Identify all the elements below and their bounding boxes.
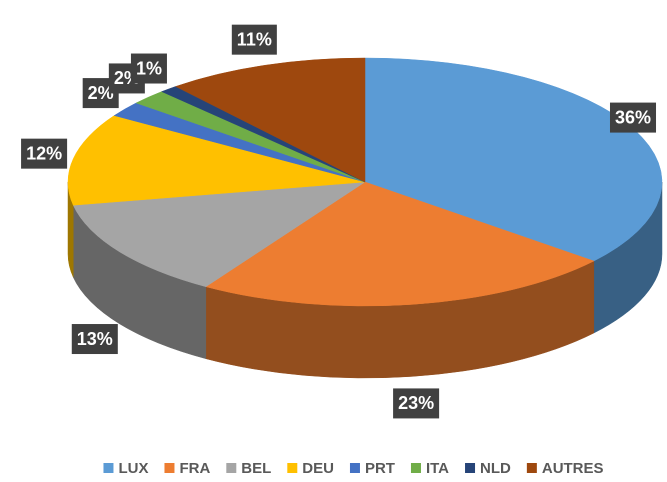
legend-marker [164, 463, 175, 473]
legend-marker [465, 463, 476, 473]
data-label-box [393, 388, 440, 419]
legend-marker [103, 463, 114, 473]
legend-marker [287, 463, 298, 473]
legend-label: FRA [179, 460, 210, 477]
data-label: 13% [71, 324, 118, 355]
legend-marker [410, 463, 421, 473]
legend-label: AUTRES [542, 460, 604, 477]
legend: LUX FRA BEL DEU PRT ITA NLD AUTRES [103, 460, 604, 477]
data-label-text: 11% [237, 29, 272, 49]
data-label-text: 23% [398, 393, 434, 413]
legend-label: ITA [426, 460, 449, 477]
data-label-box [130, 53, 167, 84]
data-label-text: 12% [26, 143, 62, 163]
legend-label: DEU [302, 460, 334, 477]
data-label-text: 36% [615, 107, 651, 127]
data-label: 1% [130, 53, 167, 84]
data-label-text: 13% [77, 329, 113, 349]
data-label: 12% [21, 138, 68, 169]
legend-label: PRT [365, 460, 395, 477]
slice [205, 181, 595, 307]
data-label: 36% [609, 102, 657, 133]
legend-marker [349, 463, 360, 473]
data-label-box [71, 324, 118, 355]
data-label-box [231, 24, 277, 55]
data-label: 23% [393, 388, 440, 419]
legend-label: LUX [118, 460, 148, 477]
legend-label: BEL [241, 460, 271, 477]
data-label-box [21, 138, 68, 169]
legend-marker [526, 463, 537, 473]
data-label-box [609, 102, 657, 133]
data-label: 11% [231, 24, 277, 55]
slice [67, 115, 366, 206]
data-label-text: 2% [88, 83, 114, 103]
slice [175, 57, 366, 183]
legend-label: NLD [480, 460, 511, 477]
slice [72, 181, 366, 287]
data-label-text: 1% [136, 58, 162, 78]
legend-marker [226, 463, 237, 473]
